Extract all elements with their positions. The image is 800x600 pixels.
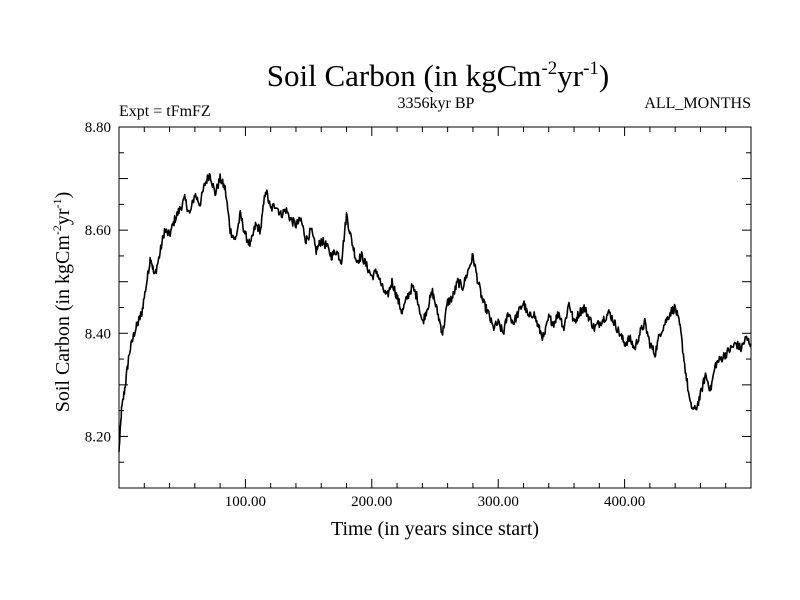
y-tick-label: 8.20 bbox=[85, 429, 111, 445]
y-tick-label: 8.60 bbox=[85, 223, 111, 239]
chart-title-main: Soil Carbon (in kgCm bbox=[267, 58, 542, 93]
chart-title-exp2: -1 bbox=[583, 58, 599, 79]
x-axis-label: Time (in years since start) bbox=[331, 518, 539, 540]
chart-title-end: ) bbox=[599, 58, 609, 93]
x-tick-label: 400.00 bbox=[604, 494, 645, 510]
chart-title: Soil Carbon (in kgCm-2yr-1) bbox=[267, 58, 610, 93]
period-label: 3356kyr BP bbox=[398, 95, 475, 112]
chart-title-mid: yr bbox=[557, 58, 584, 93]
months-label: ALL_MONTHS bbox=[644, 95, 751, 112]
y-axis-label-mid: yr bbox=[52, 208, 74, 225]
expt-label: Expt = tFmFZ bbox=[119, 103, 211, 120]
x-tick-label: 200.00 bbox=[351, 494, 392, 510]
series-line-soil-carbon bbox=[118, 172, 752, 452]
x-tick-label: 100.00 bbox=[225, 494, 266, 510]
axis-ticks bbox=[119, 127, 751, 488]
y-axis-label-exp1: -2 bbox=[50, 225, 64, 235]
axis-tick-labels: 100.00 200.00 300.00 400.00 8.20 8.40 8.60 8.80 bbox=[85, 120, 645, 510]
y-axis-label: Soil Carbon (in kgCm-2yr-1) bbox=[50, 192, 74, 413]
y-axis-label-main: Soil Carbon (in kgCm bbox=[52, 235, 74, 413]
chart-title-exp1: -2 bbox=[541, 58, 557, 79]
y-tick-label: 8.80 bbox=[85, 120, 111, 136]
x-tick-label: 300.00 bbox=[478, 494, 519, 510]
y-tick-label: 8.40 bbox=[85, 326, 111, 342]
plot-frame bbox=[118, 126, 752, 489]
y-axis-label-exp2: -1 bbox=[50, 198, 64, 208]
y-axis-label-end: ) bbox=[52, 192, 74, 199]
